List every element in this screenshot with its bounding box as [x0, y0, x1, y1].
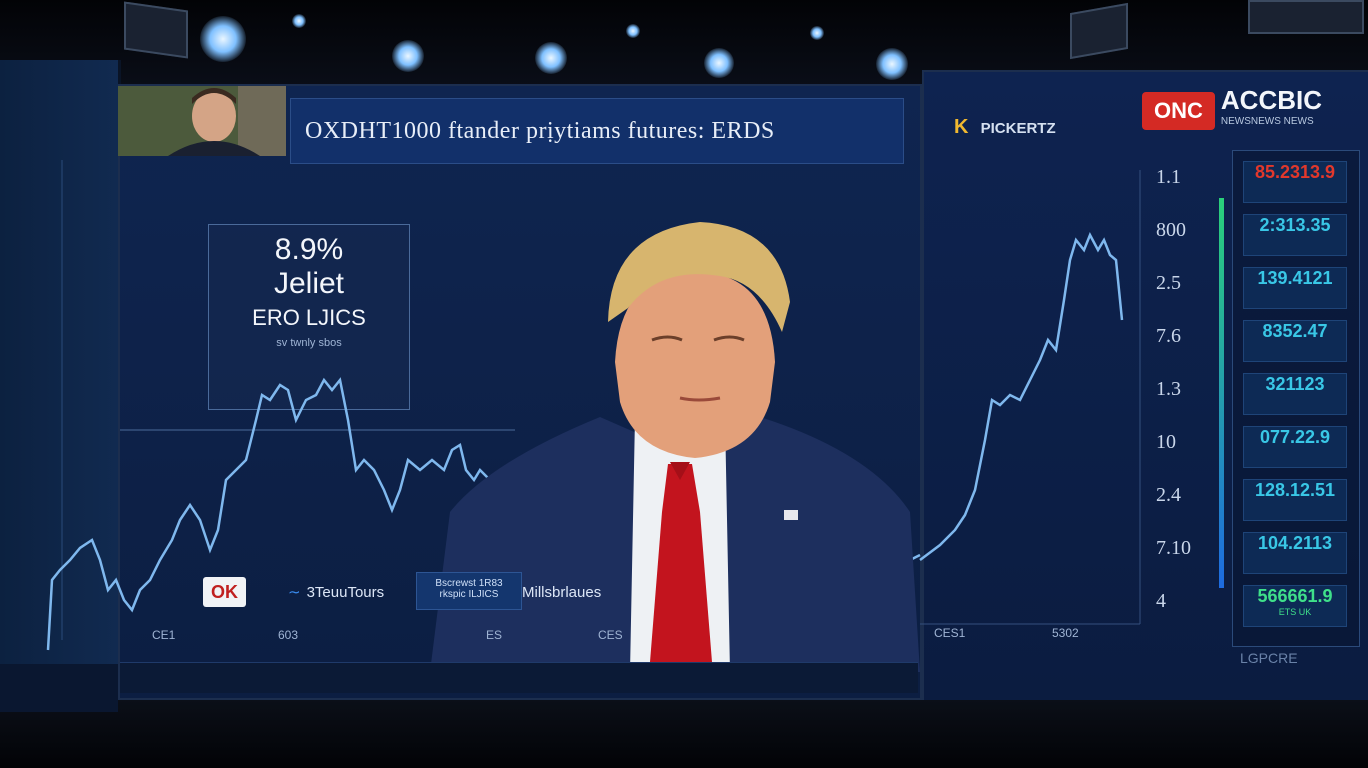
axis-label: 7.10 — [1156, 537, 1191, 559]
ceiling-light — [810, 26, 824, 40]
ceiling-light — [535, 42, 567, 74]
ticker-value: 2:313.35 — [1259, 215, 1331, 235]
ceiling-light — [626, 24, 640, 38]
ticker-value: 128.12.51 — [1254, 480, 1336, 500]
ticker-item: 566661.9 ETS UK — [1243, 585, 1347, 627]
brand-name-block: ACCBIC NEWSNEWS NEWS — [1220, 87, 1322, 133]
stat-percent: 8.9% — [274, 233, 344, 266]
ticker-value: 8352.47 — [1262, 321, 1328, 341]
lower-box-line1: Bscrewst 1R83 — [435, 578, 503, 589]
ticker-value: 139.4121 — [1257, 268, 1333, 288]
ticker-column: 85.2313.9 2:313.35 139.4121 8352.47 321123 07… — [1232, 150, 1360, 647]
ticker-item: 104.2113 — [1243, 532, 1347, 574]
ceiling-light — [292, 14, 306, 28]
ceiling-light — [704, 48, 734, 78]
left-screen-strip — [0, 664, 118, 712]
ticker-value: 85.2313.9 — [1254, 162, 1336, 182]
axis-label: 1.1 — [1156, 166, 1181, 188]
ticker-value: 077.22.9 — [1259, 427, 1331, 447]
ceiling-light — [876, 48, 908, 80]
stat-subtitle: ERO LJICS — [252, 305, 366, 330]
bottom-right-logo: LGPCRE — [1240, 650, 1298, 666]
headline-text: OXDHT1000 ftander prịytiams futures: ERD… — [305, 117, 775, 144]
network-brand: ONC ACCBIC NEWSNEWS NEWS — [1142, 82, 1322, 140]
ok-logo: OK — [203, 577, 246, 607]
ceiling-light — [392, 40, 424, 72]
ticker-value: 566661.9 — [1257, 586, 1333, 606]
ticker-item: 139.4121 — [1243, 267, 1347, 309]
right-logo: K PICKERTZ — [954, 116, 1056, 139]
x-label: CES — [598, 628, 623, 642]
ticker-item: 321123 — [1243, 373, 1347, 415]
x-label: 603 — [278, 628, 299, 642]
axis-label: 800 — [1156, 219, 1186, 241]
right-chart-line — [919, 232, 1124, 561]
bottom-ticker-strip — [120, 662, 918, 693]
ticker-item: 128.12.51 — [1243, 479, 1347, 521]
lower-third-box: Bscrewst 1R83 rkspic ILJICS — [416, 572, 522, 610]
brand-badge: ONC — [1142, 92, 1215, 130]
ticker-value: 104.2113 — [1257, 533, 1333, 553]
ticker-item: 2:313.35 — [1243, 214, 1347, 256]
ticker-value: 321123 — [1265, 374, 1325, 394]
right-logo-text: PICKERTZ — [980, 120, 1056, 137]
person-in-suit-image — [430, 222, 920, 672]
studio-floor — [0, 700, 1368, 768]
axis-label: 2.5 — [1156, 272, 1181, 294]
ceiling-light — [200, 16, 246, 62]
headline-bar: OXDHT1000 ftander prịytiams futures: ERD… — [290, 98, 904, 164]
ticker-item: 077.22.9 — [1243, 426, 1347, 468]
tours-label: ∼ 3TeuuTours — [288, 577, 384, 607]
stat-name: Jeliet — [273, 267, 345, 300]
stat-box: 8.9% Jeliet ERO LJICS sv twnly sbos — [208, 224, 410, 410]
axis-label: 2.4 — [1156, 484, 1181, 506]
brand-tagline: NEWSNEWS NEWS — [1220, 116, 1314, 127]
x-label: CES1 — [934, 626, 966, 640]
axis-label: 4 — [1156, 590, 1166, 612]
anchor-inset-video — [118, 86, 286, 156]
mid-label: Millsbrlaues — [522, 583, 602, 601]
tours-icon: ∼ — [288, 584, 301, 601]
axis-label: 1.3 — [1156, 378, 1181, 400]
x-label: CE1 — [152, 628, 176, 642]
stat-caption: sv twnly sbos — [276, 337, 342, 349]
axis-label: 7.6 — [1156, 325, 1181, 347]
ticker-item: 8352.47 — [1243, 320, 1347, 362]
vertical-accent-bar — [1219, 198, 1224, 588]
tours-text: 3TeuuTours — [306, 583, 385, 601]
x-label: 5302 — [1052, 626, 1079, 640]
ticker-sub: ETS UK — [1278, 607, 1312, 617]
right-axis-labels: 1.1 800 2.5 7.6 1.3 10 2.4 7.10 4 — [1156, 166, 1226, 643]
lower-box-line2: rkspic ILJICS — [439, 589, 499, 600]
right-logo-letter: K — [954, 116, 969, 138]
anchor-inset-image — [118, 86, 286, 156]
axis-label: 10 — [1156, 431, 1176, 453]
monitor-top-right — [1248, 0, 1364, 34]
ticker-item: 85.2313.9 — [1243, 161, 1347, 203]
brand-name: ACCBIC — [1220, 85, 1322, 115]
news-figure — [430, 212, 920, 672]
x-label: ES — [486, 628, 503, 642]
